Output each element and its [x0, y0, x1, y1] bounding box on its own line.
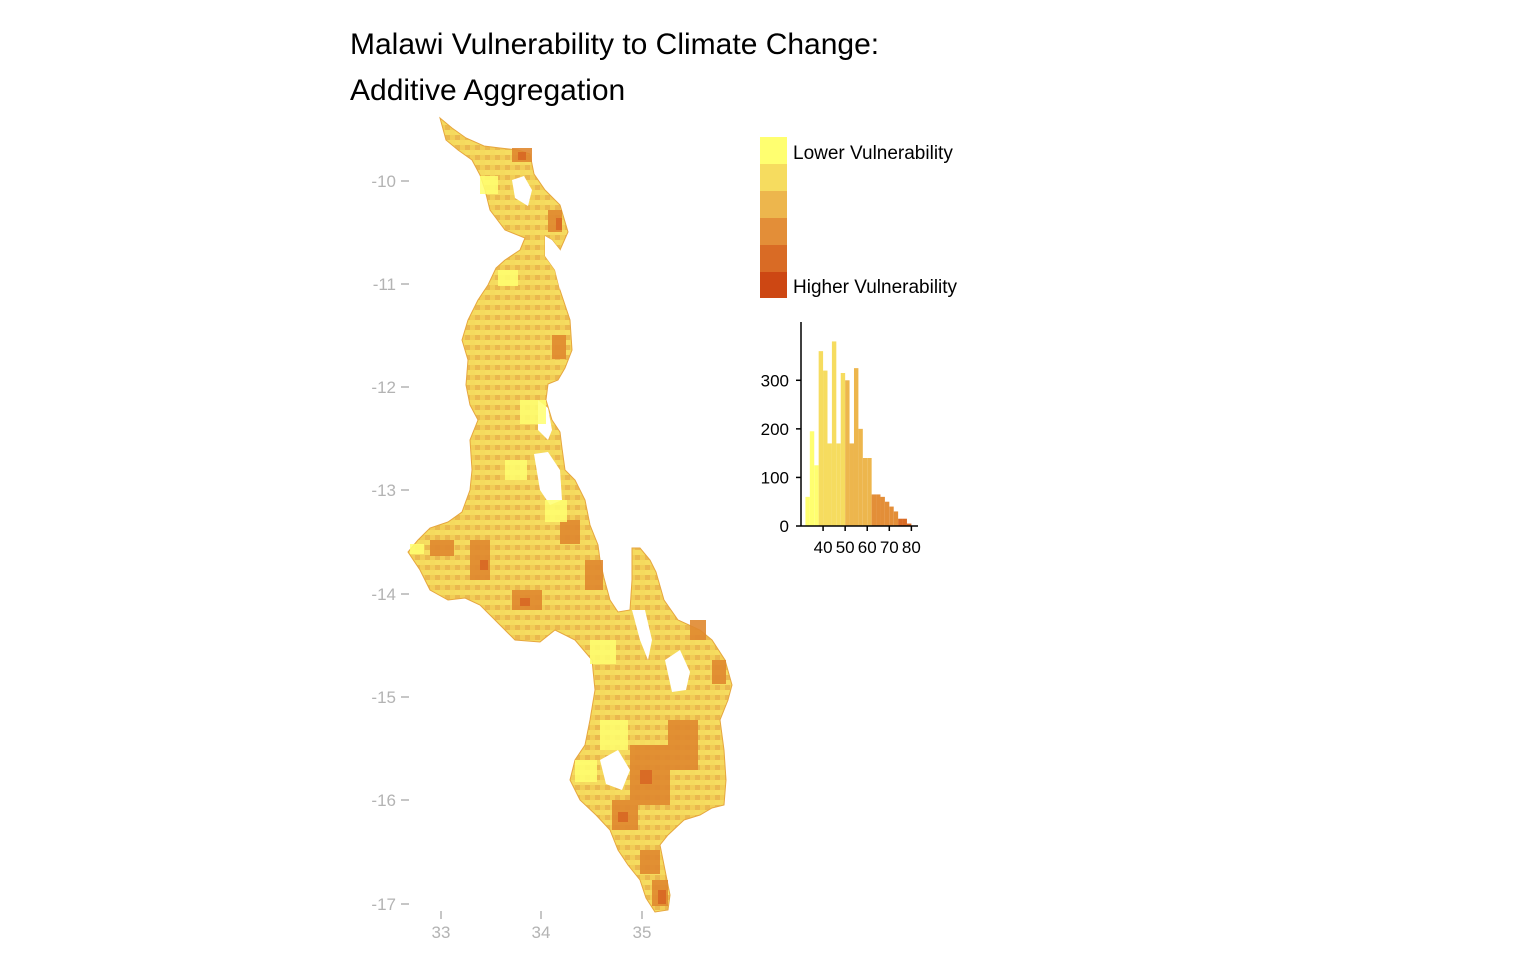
map-y-axis	[401, 180, 409, 905]
histogram-bar	[805, 496, 810, 526]
legend-high-label: Higher Vulnerability	[793, 277, 958, 298]
y-tick-label: -12	[371, 378, 396, 397]
histogram-bar	[871, 494, 877, 526]
histogram-bar	[880, 496, 885, 526]
y-tick-label: -10	[371, 172, 396, 191]
histogram-bar	[884, 501, 890, 526]
histogram-y-ticks: 0 100 200 300	[761, 371, 801, 536]
histogram-x-tick-label: 50	[836, 538, 855, 557]
y-tick-label: -17	[371, 895, 396, 914]
x-tick-label: 33	[432, 923, 451, 942]
map-x-axis	[440, 911, 643, 919]
y-tick-label: -11	[373, 275, 396, 294]
legend-low-label: Lower Vulnerability	[793, 143, 953, 164]
lake-gap	[604, 556, 630, 608]
lake-gap	[534, 452, 562, 505]
y-tick-label: -13	[371, 481, 396, 500]
low-vulnerability-patches	[410, 176, 628, 782]
y-tick-label: -15	[371, 688, 396, 707]
histogram-bar	[867, 458, 872, 526]
histogram-x-tick-label: 60	[858, 538, 877, 557]
lake-gap	[600, 750, 630, 790]
legend-swatch	[760, 245, 787, 272]
darker-patches	[480, 152, 666, 904]
color-legend: Lower Vulnerability Higher Vulnerability	[760, 137, 958, 298]
histogram-bar	[876, 494, 881, 526]
histogram-bar	[823, 370, 828, 526]
histogram-bar	[853, 368, 859, 526]
histogram-x-tick-label: 40	[814, 538, 833, 557]
lake-gap	[545, 236, 565, 290]
histogram-bar	[893, 511, 899, 526]
title-line-2: Additive Aggregation	[350, 74, 626, 107]
histogram-bar	[898, 518, 903, 526]
histogram-bar	[906, 523, 912, 526]
lake-gap	[665, 650, 690, 692]
histogram-y-tick-label: 100	[761, 468, 789, 487]
lake-gap	[632, 610, 652, 660]
histogram-y-tick-label: 200	[761, 420, 789, 439]
histogram-bar	[849, 443, 854, 526]
y-tick-label: -16	[371, 791, 396, 810]
histogram-bar	[858, 428, 863, 526]
histogram-bars	[805, 341, 912, 526]
malawi-shape	[407, 116, 733, 913]
histogram-x-ticks: 40 50 60 70 80	[814, 526, 921, 557]
legend-swatch	[760, 191, 787, 218]
histogram-bar	[836, 443, 841, 526]
histogram-bar	[902, 518, 907, 526]
x-tick-label: 35	[633, 923, 652, 942]
map-panel: -10 -11 -12 -13 -14 -15 -16 -17 33 34 35	[371, 116, 733, 942]
histogram-bar	[845, 380, 850, 526]
histogram-bar	[889, 506, 894, 526]
x-tick-label: 34	[532, 923, 551, 942]
histogram-x-tick-label: 70	[880, 538, 899, 557]
histogram: 0 100 200 300 40 50 60 70 80	[761, 322, 921, 557]
histogram-x-tick-label: 80	[902, 538, 921, 557]
malawi-vulnerability-raster	[407, 116, 733, 913]
histogram-bar	[831, 341, 837, 526]
legend-swatch	[760, 137, 787, 164]
lake-gap	[512, 176, 532, 206]
histogram-y-tick-label: 0	[780, 517, 789, 536]
histogram-bar	[827, 443, 832, 526]
histogram-bar	[840, 373, 846, 526]
legend-swatch	[760, 272, 787, 298]
title-line-1: Malawi Vulnerability to Climate Change:	[350, 28, 880, 61]
histogram-y-tick-label: 300	[761, 371, 789, 390]
histogram-bar	[814, 465, 819, 526]
y-tick-label: -14	[371, 585, 396, 604]
legend-swatch	[760, 218, 787, 245]
histogram-bar	[862, 458, 868, 526]
histogram-bar	[818, 351, 824, 526]
chart-title: Malawi Vulnerability to Climate Change: …	[350, 22, 879, 114]
histogram-bar	[809, 431, 815, 526]
legend-swatch	[760, 164, 787, 191]
